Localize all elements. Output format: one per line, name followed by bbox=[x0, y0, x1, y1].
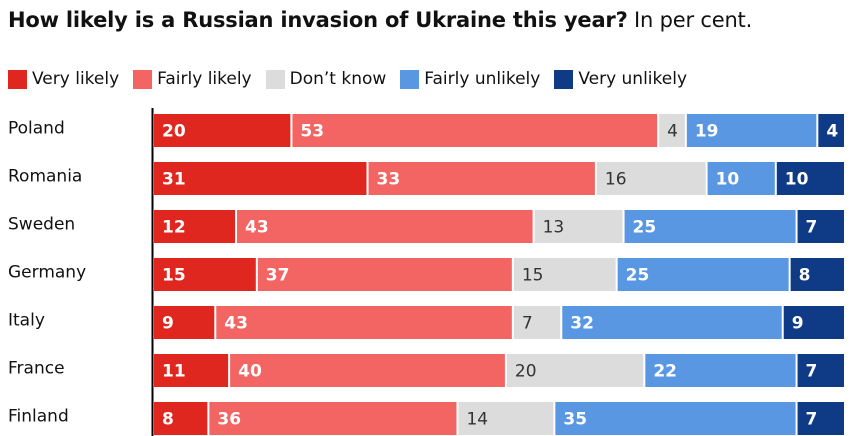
bar-italy-fairly-likely bbox=[216, 306, 512, 339]
data-label-romania-fairly-likely: 33 bbox=[377, 170, 401, 190]
data-label-finland-don-t-know: 14 bbox=[466, 410, 488, 430]
legend-item-very-likely: Very likely bbox=[8, 69, 119, 89]
data-label-france-fairly-likely: 40 bbox=[238, 362, 262, 382]
bar-romania-very-unlikely bbox=[776, 162, 844, 195]
data-label-italy-very-unlikely: 9 bbox=[792, 314, 804, 334]
data-label-france-very-likely: 11 bbox=[162, 362, 186, 382]
data-label-finland-very-likely: 8 bbox=[162, 410, 174, 430]
legend-label: Fairly unlikely bbox=[424, 69, 541, 89]
data-label-sweden-very-likely: 12 bbox=[162, 218, 186, 238]
data-label-poland-don-t-know: 4 bbox=[667, 122, 678, 142]
bar-sweden-very-likely bbox=[154, 210, 236, 243]
bar-finland-very-unlikely bbox=[797, 402, 844, 435]
bar-sweden-don-t-know bbox=[534, 210, 623, 243]
legend-swatch bbox=[400, 69, 420, 89]
bar-sweden-fairly-unlikely bbox=[624, 210, 796, 243]
legend-swatch bbox=[265, 69, 285, 89]
legend-swatch bbox=[8, 69, 27, 89]
bar-france-very-unlikely bbox=[797, 354, 844, 387]
legend-item-fairly-likely: Fairly likely bbox=[133, 69, 252, 89]
bar-italy-don-t-know bbox=[513, 306, 561, 339]
category-label-germany: Germany bbox=[8, 263, 86, 283]
data-label-finland-very-unlikely: 7 bbox=[806, 410, 818, 430]
bar-romania-very-likely bbox=[154, 162, 367, 195]
bar-germany-very-likely bbox=[154, 258, 256, 291]
data-label-finland-fairly-likely: 36 bbox=[217, 410, 241, 430]
bar-germany-very-unlikely bbox=[790, 258, 844, 291]
bar-finland-don-t-know bbox=[458, 402, 554, 435]
data-label-france-fairly-unlikely: 22 bbox=[653, 362, 677, 382]
category-label-france: France bbox=[8, 359, 65, 379]
data-label-germany-fairly-likely: 37 bbox=[266, 266, 290, 286]
data-label-romania-fairly-unlikely: 10 bbox=[716, 170, 740, 190]
bar-france-fairly-unlikely bbox=[645, 354, 796, 387]
category-label-poland: Poland bbox=[8, 119, 65, 139]
bar-poland-fairly-likely bbox=[292, 114, 658, 147]
data-label-romania-very-likely: 31 bbox=[162, 170, 186, 190]
data-label-poland-very-unlikely: 4 bbox=[826, 122, 838, 142]
data-label-france-don-t-know: 20 bbox=[515, 362, 537, 382]
bar-poland-don-t-know bbox=[659, 114, 685, 147]
bar-poland-fairly-unlikely bbox=[686, 114, 817, 147]
chart-legend: Very likely Fairly likely Don’t know Fairly… bbox=[8, 66, 701, 92]
data-label-italy-fairly-likely: 43 bbox=[224, 314, 248, 334]
bar-france-don-t-know bbox=[506, 354, 644, 387]
bar-france-very-likely bbox=[154, 354, 229, 387]
category-label-romania: Romania bbox=[8, 167, 82, 187]
category-label-finland: Finland bbox=[8, 407, 69, 427]
bar-poland-very-likely bbox=[154, 114, 291, 147]
data-label-germany-don-t-know: 15 bbox=[522, 266, 544, 286]
data-label-romania-don-t-know: 16 bbox=[605, 170, 627, 190]
legend-item-don-t-know: Don’t know bbox=[265, 69, 387, 89]
legend-label: Very likely bbox=[32, 69, 120, 89]
data-label-france-very-unlikely: 7 bbox=[806, 362, 818, 382]
data-label-italy-don-t-know: 7 bbox=[522, 314, 533, 334]
legend-swatch bbox=[133, 69, 153, 89]
legend-item-fairly-unlikely: Fairly unlikely bbox=[400, 69, 540, 89]
bar-poland-very-unlikely bbox=[818, 114, 844, 147]
bar-germany-don-t-know bbox=[513, 258, 616, 291]
bar-finland-fairly-unlikely bbox=[555, 402, 796, 435]
bar-germany-fairly-likely bbox=[257, 258, 512, 291]
data-label-germany-very-likely: 15 bbox=[162, 266, 186, 286]
legend-swatch bbox=[554, 69, 574, 89]
chart-title: How likely is a Russian invasion of Ukra… bbox=[8, 6, 752, 34]
bar-romania-fairly-unlikely bbox=[707, 162, 775, 195]
bar-italy-very-likely bbox=[154, 306, 215, 339]
legend-label: Fairly likely bbox=[157, 69, 252, 89]
chart-subtitle: In per cent. bbox=[634, 8, 753, 32]
data-label-sweden-fairly-likely: 43 bbox=[245, 218, 269, 238]
category-label-sweden: Sweden bbox=[8, 215, 75, 235]
data-label-finland-fairly-unlikely: 35 bbox=[563, 410, 587, 430]
data-label-italy-very-likely: 9 bbox=[162, 314, 174, 334]
data-label-poland-very-likely: 20 bbox=[162, 122, 186, 142]
data-label-sweden-don-t-know: 13 bbox=[543, 218, 565, 238]
bar-romania-don-t-know bbox=[596, 162, 706, 195]
data-label-germany-fairly-unlikely: 25 bbox=[626, 266, 650, 286]
bar-italy-fairly-unlikely bbox=[562, 306, 782, 339]
bar-romania-fairly-likely bbox=[368, 162, 595, 195]
data-label-germany-very-unlikely: 8 bbox=[799, 266, 811, 286]
data-label-sweden-very-unlikely: 7 bbox=[806, 218, 818, 238]
legend-item-very-unlikely: Very unlikely bbox=[554, 69, 687, 89]
data-label-romania-very-unlikely: 10 bbox=[785, 170, 809, 190]
data-label-poland-fairly-unlikely: 19 bbox=[695, 122, 719, 142]
bar-finland-fairly-likely bbox=[209, 402, 457, 435]
legend-label: Don’t know bbox=[289, 69, 387, 89]
bar-finland-very-likely bbox=[154, 402, 208, 435]
bar-sweden-very-unlikely bbox=[797, 210, 844, 243]
bar-france-fairly-likely bbox=[230, 354, 505, 387]
bar-germany-fairly-unlikely bbox=[617, 258, 789, 291]
category-label-italy: Italy bbox=[8, 311, 45, 331]
bar-italy-very-unlikely bbox=[783, 306, 844, 339]
data-label-poland-fairly-likely: 53 bbox=[300, 122, 324, 142]
chart-title-main: How likely is a Russian invasion of Ukra… bbox=[8, 8, 628, 32]
data-label-sweden-fairly-unlikely: 25 bbox=[633, 218, 657, 238]
legend-label: Very unlikely bbox=[578, 69, 688, 89]
data-label-italy-fairly-unlikely: 32 bbox=[570, 314, 594, 334]
bar-sweden-fairly-likely bbox=[237, 210, 533, 243]
